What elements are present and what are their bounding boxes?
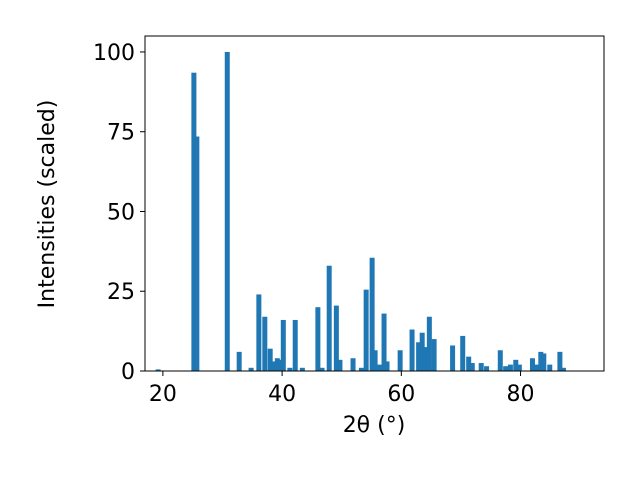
bar	[194, 136, 200, 371]
bar	[363, 289, 369, 371]
bar	[381, 313, 387, 371]
bar	[292, 319, 298, 371]
x-tick-label: 20	[149, 382, 177, 407]
bar	[547, 364, 553, 371]
bar	[422, 347, 428, 371]
bar	[350, 358, 356, 371]
bar	[431, 339, 437, 371]
bar	[534, 364, 540, 371]
bar	[358, 367, 364, 371]
bar	[267, 348, 273, 371]
bar	[484, 366, 490, 371]
bar	[236, 351, 242, 371]
bar	[478, 363, 484, 371]
bar	[529, 358, 535, 371]
y-tick-label: 50	[107, 200, 135, 225]
y-tick-label: 75	[107, 121, 135, 146]
bar	[541, 353, 547, 371]
bar	[326, 265, 332, 371]
y-axis-label: Intensities (scaled)	[35, 100, 60, 309]
bar	[248, 367, 254, 371]
bar	[191, 72, 197, 371]
bar	[397, 350, 403, 371]
bar	[333, 305, 339, 371]
y-tick-label: 100	[93, 41, 135, 66]
bar	[503, 366, 509, 371]
bar	[557, 351, 563, 371]
bar	[416, 342, 422, 371]
bar	[426, 316, 432, 371]
bar	[516, 364, 522, 371]
x-tick-label: 40	[268, 382, 296, 407]
bar	[497, 350, 503, 371]
bar	[560, 367, 566, 371]
bar	[507, 364, 513, 371]
bar	[256, 294, 262, 371]
y-tick-label: 0	[121, 360, 135, 385]
bar	[287, 367, 293, 371]
bar	[369, 257, 375, 371]
bar	[419, 332, 425, 371]
x-tick-label: 60	[387, 382, 415, 407]
bar	[538, 351, 544, 371]
bar	[262, 316, 268, 371]
bar	[513, 359, 519, 371]
bar	[155, 369, 161, 371]
bar	[460, 335, 466, 371]
bar	[384, 361, 390, 371]
bar	[224, 51, 230, 371]
bar	[409, 329, 415, 371]
bar	[376, 364, 382, 371]
plot-frame	[144, 35, 605, 372]
bar	[277, 359, 283, 371]
x-axis-label: 2θ (°)	[343, 413, 406, 438]
bar	[450, 345, 456, 371]
y-tick-label: 25	[107, 280, 135, 305]
bar	[319, 367, 325, 371]
bar	[280, 319, 286, 371]
bar	[274, 358, 280, 371]
bar	[315, 307, 321, 371]
bar	[270, 361, 276, 371]
bar	[466, 356, 472, 371]
x-tick-label: 80	[507, 382, 535, 407]
bar	[299, 367, 305, 371]
bar	[469, 363, 475, 371]
bar	[372, 350, 378, 371]
bar	[337, 359, 343, 371]
